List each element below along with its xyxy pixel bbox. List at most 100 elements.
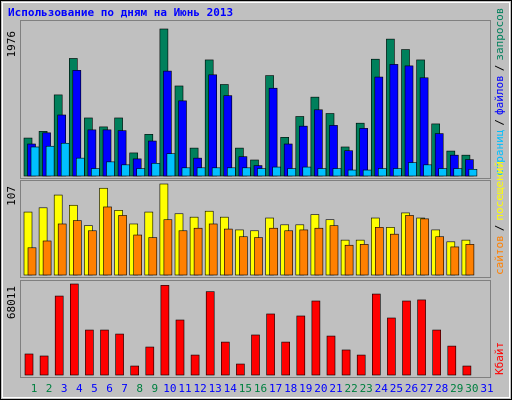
x-tick-label: 7 [121, 382, 128, 395]
bar [359, 128, 369, 177]
bar [76, 157, 85, 177]
legend-separator: / [493, 65, 506, 72]
bar [299, 229, 309, 276]
bar [362, 169, 372, 177]
bar [136, 168, 145, 177]
x-tick-label: 22 [344, 382, 357, 395]
bar [60, 142, 70, 177]
bar [27, 247, 37, 276]
bar [91, 168, 100, 177]
x-tick-label: 31 [480, 382, 493, 395]
bar [389, 64, 399, 177]
x-tick-label: 15 [239, 382, 252, 395]
bar [178, 230, 188, 276]
bar [468, 169, 478, 177]
bar [148, 237, 158, 276]
x-tick-label: 1 [31, 382, 38, 395]
bar [269, 227, 278, 276]
bar [163, 219, 173, 276]
x-tick-label: 27 [420, 382, 433, 395]
bar [224, 228, 233, 276]
x-tick-label: 25 [390, 382, 403, 395]
x-tick-label: 2 [46, 382, 53, 395]
bar [408, 162, 417, 177]
x-tick-label: 8 [136, 382, 143, 395]
bar [254, 237, 263, 276]
x-tick-label: 26 [405, 382, 418, 395]
bar [118, 215, 127, 276]
bar [287, 168, 297, 177]
bar [85, 329, 94, 376]
bar [284, 230, 294, 276]
bar [268, 87, 278, 177]
bar [311, 300, 321, 376]
x-tick-label: 3 [61, 382, 68, 395]
x-tick-label: 11 [178, 382, 191, 395]
legend-separator: / [493, 225, 506, 232]
bar [266, 313, 275, 376]
bar [387, 317, 396, 376]
legend: страниц / файлов / запросов [493, 8, 506, 176]
y-tick-label: 107 [5, 186, 18, 206]
bar [100, 329, 109, 376]
legend-entry: сайтов [493, 235, 506, 275]
bar [193, 227, 203, 276]
bar [302, 166, 312, 177]
bar [347, 169, 357, 177]
x-tick-label: 28 [435, 382, 448, 395]
x-tick-label: 17 [269, 382, 282, 395]
bar [121, 164, 130, 177]
bar [70, 283, 79, 376]
bar [393, 168, 402, 177]
bar [435, 236, 445, 276]
x-tick-label: 20 [314, 382, 327, 395]
bar [239, 236, 248, 276]
x-tick-label: 12 [193, 382, 206, 395]
bar [417, 299, 426, 376]
x-tick-label: 6 [106, 382, 113, 395]
bar [88, 230, 97, 276]
bar [404, 65, 414, 177]
bar [447, 345, 457, 376]
bar [130, 365, 139, 376]
bar [272, 166, 281, 177]
bar [251, 334, 260, 376]
bar [371, 293, 381, 376]
legend-entry: Кбайт [493, 342, 506, 375]
bar [54, 295, 64, 376]
x-tick-label: 9 [151, 382, 158, 395]
x-tick-label: 30 [465, 382, 478, 395]
x-tick-label: 4 [76, 382, 83, 395]
legend-entry: файлов [493, 75, 506, 115]
bar [190, 354, 200, 376]
x-tick-label: 19 [299, 382, 312, 395]
bar [450, 246, 460, 276]
bar [359, 244, 369, 276]
bar [166, 153, 176, 177]
x-tick-label: 18 [284, 382, 297, 395]
bar [208, 223, 218, 276]
x-tick-label: 14 [224, 382, 238, 395]
bar [178, 100, 187, 177]
bar [432, 329, 442, 376]
bar [223, 95, 233, 177]
legend: сайтов / посещений [493, 161, 506, 275]
x-tick-label: 21 [329, 382, 342, 395]
bar [42, 240, 52, 276]
bar [405, 215, 414, 276]
bar [45, 145, 55, 177]
x-tick-label: 24 [375, 382, 389, 395]
bar [374, 227, 384, 276]
bar [211, 167, 221, 177]
bar [196, 167, 206, 177]
bar [314, 227, 324, 276]
bar [296, 315, 306, 376]
bar [57, 223, 67, 276]
bar [377, 168, 387, 177]
bar [462, 365, 472, 376]
bar [160, 285, 170, 376]
bar [24, 353, 34, 376]
bar [317, 168, 327, 177]
